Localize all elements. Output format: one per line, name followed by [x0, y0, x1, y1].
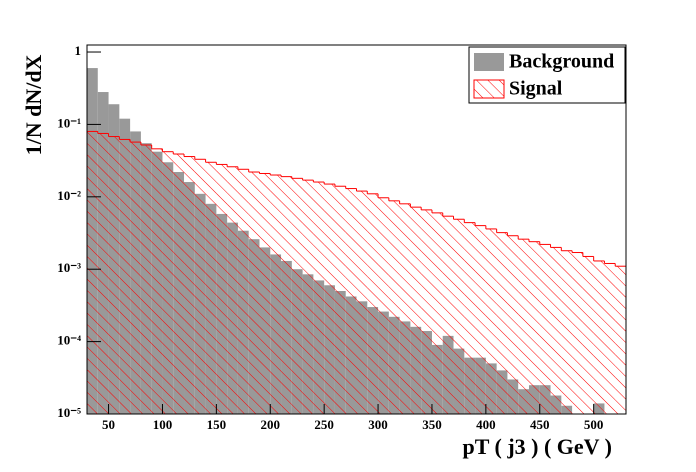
histogram-bar	[539, 244, 551, 414]
histogram-bar	[561, 250, 573, 414]
histogram-bar	[593, 260, 605, 414]
histogram-bar	[334, 186, 346, 414]
histogram-bar	[194, 159, 206, 414]
histogram-bar	[615, 266, 626, 414]
x-tick-label: 400	[476, 417, 496, 432]
histogram-bar	[205, 162, 217, 414]
histogram-bar	[496, 232, 508, 414]
histogram-bar	[410, 207, 422, 414]
histogram-bar	[140, 144, 152, 414]
legend-swatch	[474, 53, 504, 71]
x-tick-label: 450	[530, 417, 550, 432]
histogram-bar	[356, 191, 368, 414]
histogram-bar	[550, 247, 562, 414]
x-tick-label: 50	[102, 417, 115, 432]
histogram-bar	[453, 219, 465, 414]
histogram-bar	[87, 131, 98, 414]
histogram-bar	[475, 225, 486, 414]
histogram-bar	[442, 216, 454, 414]
x-tick-label: 200	[261, 417, 281, 432]
x-tick-label: 150	[207, 417, 227, 432]
histogram-bar	[388, 200, 400, 414]
y-tick-label: 10⁻¹	[57, 115, 81, 130]
histogram-bar	[604, 263, 616, 414]
histogram-bar	[227, 166, 238, 414]
histogram-bar	[507, 235, 519, 414]
histogram-bar	[108, 136, 120, 414]
histogram-bar	[270, 175, 282, 414]
histogram-bar	[367, 193, 379, 414]
legend-label: Signal	[509, 78, 563, 100]
y-tick-label: 10⁻²	[57, 188, 81, 203]
histogram-bar	[345, 188, 357, 414]
histogram-bar	[464, 222, 476, 414]
histogram-bar	[518, 239, 529, 414]
histogram-bar	[97, 133, 109, 414]
histogram-bar	[431, 212, 443, 414]
x-tick-label: 300	[368, 417, 388, 432]
histogram-bar	[119, 139, 131, 414]
y-tick-label: 10⁻⁵	[57, 405, 81, 420]
histogram-bar	[302, 180, 314, 414]
histogram-bar	[237, 169, 249, 414]
x-tick-label: 250	[314, 417, 334, 432]
histogram-bar	[281, 176, 292, 414]
histogram-bar	[324, 184, 335, 414]
histogram-bar	[173, 154, 185, 414]
y-tick-label: 10⁻³	[57, 260, 81, 275]
histogram-bar	[378, 197, 389, 414]
y-tick-label: 10⁻⁴	[57, 333, 81, 348]
histogram-bar	[248, 172, 260, 414]
x-tick-label: 350	[422, 417, 442, 432]
y-tick-label: 1	[75, 43, 82, 58]
x-tick-label: 100	[153, 417, 173, 432]
legend-swatch	[473, 79, 505, 99]
histogram-bar	[130, 142, 141, 414]
x-tick-label: 500	[584, 417, 604, 432]
histogram-bar	[582, 256, 594, 414]
histogram-bar	[421, 209, 432, 414]
histogram-bar	[528, 241, 540, 414]
histogram-bar	[291, 178, 303, 414]
histogram-bar	[313, 182, 325, 414]
histogram-bar	[184, 156, 195, 414]
histogram-bar	[151, 148, 163, 414]
histogram-bar	[162, 151, 174, 414]
histogram-bar	[399, 203, 411, 414]
histogram-bar	[259, 173, 271, 414]
y-axis-label: 1/N dN/dX	[21, 54, 46, 155]
histogram-bar	[572, 252, 583, 414]
histogram-bar	[216, 164, 228, 414]
x-axis-label: pT ( j3 ) ( GeV )	[462, 434, 612, 459]
histogram-bar	[485, 228, 497, 414]
legend-label: Background	[509, 51, 614, 73]
plot-frame	[86, 44, 627, 415]
